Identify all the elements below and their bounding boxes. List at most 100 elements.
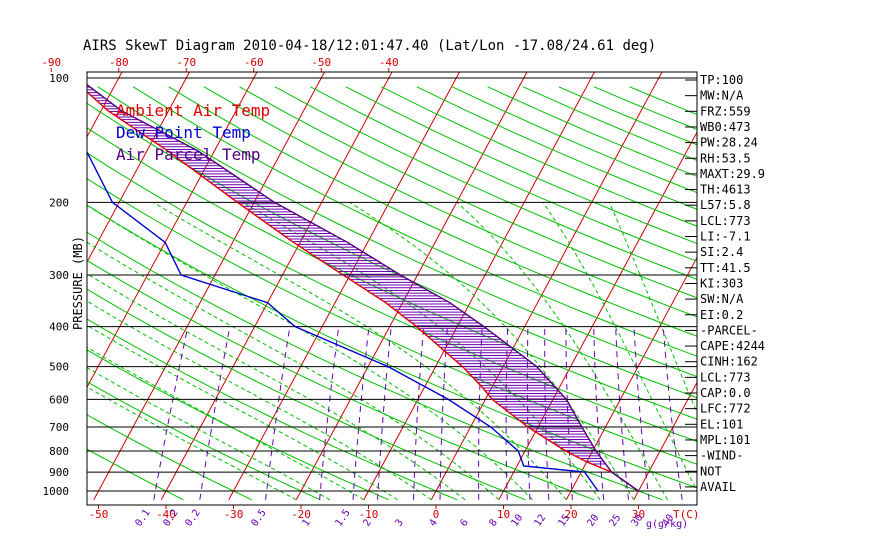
dry-adiabat-line <box>87 231 663 501</box>
pressure-tick-label: 900 <box>49 466 69 479</box>
moist-adiabat-line <box>608 202 697 414</box>
moist-adiabat-line <box>87 273 466 501</box>
dew-point-line <box>87 150 599 492</box>
mixing-ratio-line <box>153 326 189 500</box>
dry-adiabat-line <box>274 86 697 280</box>
stat-item: MPL:101 <box>700 433 751 447</box>
pressure-tick-label: 500 <box>49 361 69 374</box>
bottom-temp-label: -50 <box>89 508 109 521</box>
stat-item: LCL:773 <box>700 214 751 228</box>
bottom-temp-label: 0 <box>433 508 440 521</box>
bottom-temp-label: -30 <box>224 508 244 521</box>
isotherm-line <box>0 69 56 500</box>
mixing-ratio-line <box>199 326 231 500</box>
pressure-tick-label: 1000 <box>43 485 70 498</box>
moist-adiabat-line <box>87 204 533 501</box>
stat-item: RH:53.5 <box>700 151 751 165</box>
dry-adiabat-line <box>87 178 697 465</box>
stat-item: LI:-7.1 <box>700 230 751 244</box>
bottom-temp-label: -40 <box>156 508 176 521</box>
mixing-ratio-line <box>319 326 340 500</box>
plot-frame <box>86 71 698 506</box>
moist-adiabat-line <box>87 386 297 501</box>
isotherm-line <box>87 72 258 389</box>
mixing-ratio-label: 1.5 <box>333 508 352 529</box>
mixing-ratio-label: 0.2 <box>183 508 202 529</box>
stat-item: CINH:162 <box>700 355 758 369</box>
mixing-ratio-line <box>526 326 531 500</box>
moist-adiabat-line <box>87 241 500 501</box>
isotherm-line <box>295 72 528 500</box>
legend-air-parcel-temp: Air Parcel Temp <box>116 145 261 164</box>
stat-item: SI:2.4 <box>700 245 743 259</box>
mixing-ratio-line <box>615 326 629 500</box>
mixing-ratio-label: 0.5 <box>249 508 268 529</box>
dry-adiabat-line <box>87 127 697 420</box>
stat-item: MAXT:29.9 <box>700 167 765 181</box>
stat-item: LCL:773 <box>700 370 751 384</box>
dry-adiabat-line <box>87 152 697 442</box>
pressure-tick-label: 300 <box>49 269 69 282</box>
moist-adiabat-line <box>456 201 668 501</box>
mixing-ratio-label: 20 <box>585 513 601 529</box>
stat-item: SW:N/A <box>700 292 744 306</box>
pressure-tick-label: 600 <box>49 393 69 406</box>
profile-lines <box>87 83 639 492</box>
mixing-ratio-label: 2 <box>361 517 373 528</box>
stat-item: NOT <box>700 464 722 478</box>
y-axis-label: PRESSURE (MB) <box>71 236 85 330</box>
mixing-ratio-line <box>565 326 573 500</box>
isotherm-line <box>498 131 697 500</box>
dry-adiabat-line <box>87 414 253 501</box>
dry-adiabat-line <box>452 86 697 194</box>
pressure-tick-label: 700 <box>49 421 69 434</box>
bottom-temp-label: -20 <box>291 508 311 521</box>
isotherm-line <box>87 72 123 138</box>
stat-item: FRZ:559 <box>700 104 751 118</box>
top-temp-label: -40 <box>379 56 399 69</box>
dry-adiabat-line <box>87 259 595 501</box>
stat-item: WB0:473 <box>700 120 751 134</box>
top-temp-label: -50 <box>311 56 331 69</box>
moist-adiabat-line <box>87 367 331 501</box>
dry-adiabat-line <box>87 288 526 501</box>
mixing-ratio-label: 25 <box>607 513 623 529</box>
stat-item: CAPE:4244 <box>700 339 765 353</box>
stat-item: -WIND- <box>700 449 743 463</box>
isotherm-line <box>160 72 393 500</box>
bottom-temp-label: 30 <box>632 508 645 521</box>
top-temp-label: -80 <box>109 56 129 69</box>
ambient-temp-line <box>87 90 639 492</box>
stat-item: EI:0.2 <box>700 308 743 322</box>
dry-adiabat-line <box>87 102 697 399</box>
stat-item: TH:4613 <box>700 183 751 197</box>
stat-item: CAP:0.0 <box>700 386 751 400</box>
stat-item: L57:5.8 <box>700 198 751 212</box>
dry-adiabat-line <box>87 349 389 501</box>
mixing-ratio-line <box>662 326 683 500</box>
moist-adiabat-line <box>87 346 365 501</box>
isotherm-line <box>633 381 697 500</box>
legend-dew-point-temp: Dew Point Temp <box>116 123 251 142</box>
moist-adiabat-line <box>349 201 635 501</box>
isotherm-line <box>363 72 596 500</box>
dry-adiabat-line <box>203 86 697 318</box>
isotherm-line <box>769 69 870 500</box>
mixing-ratio-line <box>413 326 425 500</box>
top-temp-label: -60 <box>244 56 264 69</box>
stat-item: TT:41.5 <box>700 261 751 275</box>
mixing-ratio-line <box>377 326 392 500</box>
x-axis-unit-label: T(C) <box>673 508 700 521</box>
mixing-ratio-label: 4 <box>427 517 439 528</box>
pressure-tick-label: 400 <box>49 321 69 334</box>
isotherm-line <box>228 72 461 500</box>
mixing-ratio-label: 8 <box>487 517 499 528</box>
isotherm-line <box>430 72 663 500</box>
pressure-tick-label: 800 <box>49 445 69 458</box>
mixing-ratio-label: 10 <box>509 513 525 529</box>
dry-adiabat-line <box>87 204 697 489</box>
stat-item: AVAIL <box>700 480 736 494</box>
pressure-tick-label: 100 <box>49 72 69 85</box>
mixing-ratio-label: 3 <box>393 517 405 528</box>
